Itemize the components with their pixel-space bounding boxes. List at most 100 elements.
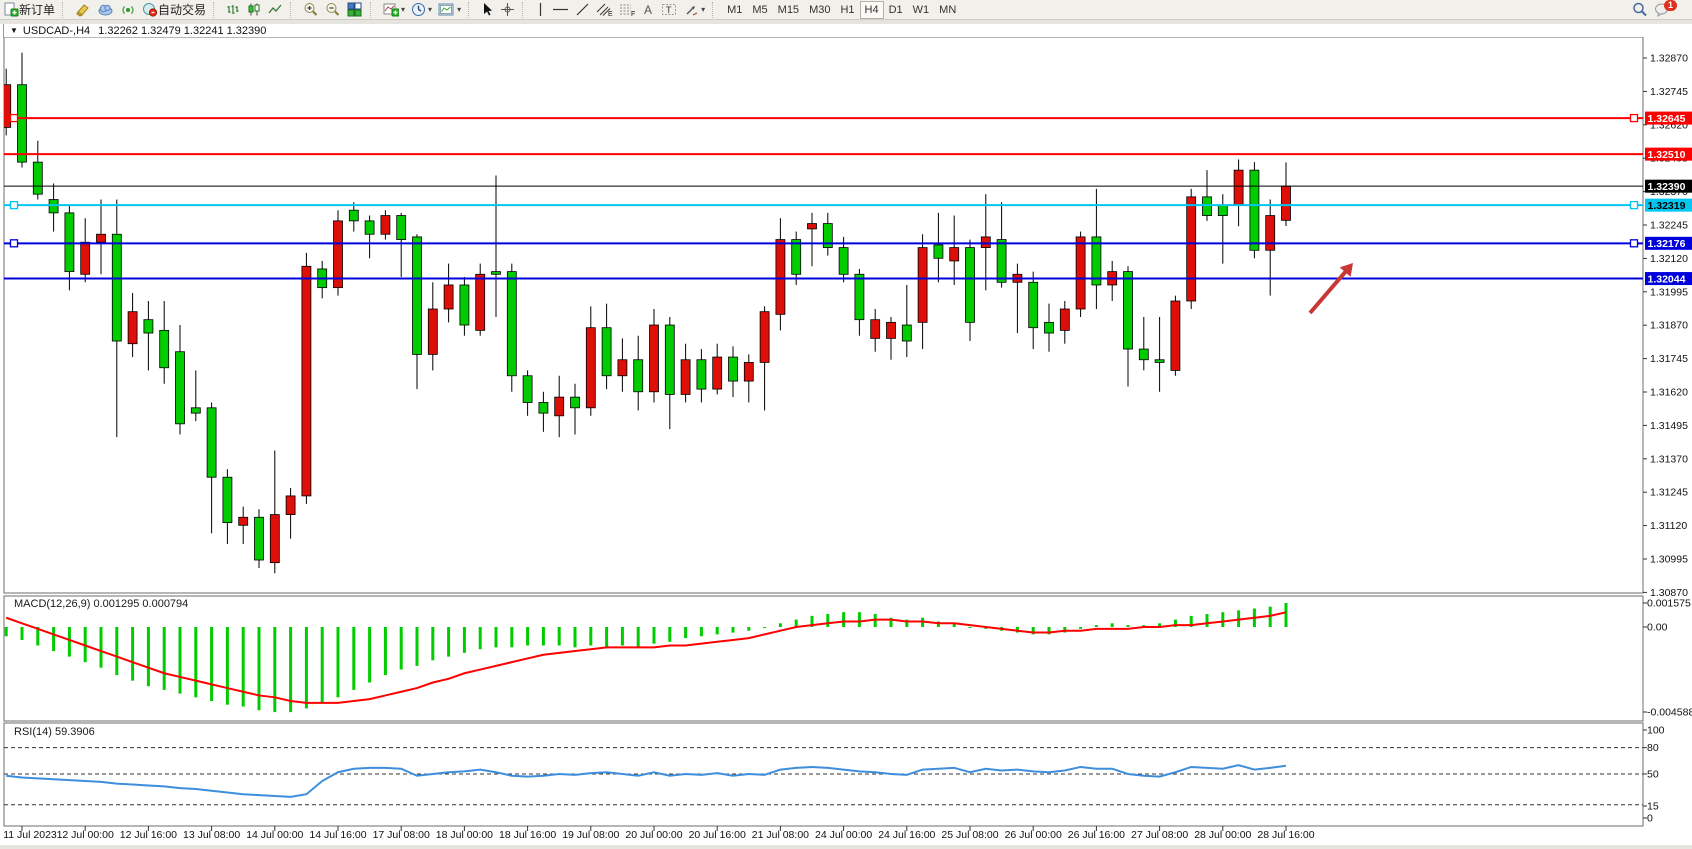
date-label[interactable]: 20 Jul 00:00: [625, 829, 682, 841]
text-label-button[interactable]: T: [658, 1, 681, 19]
tf-button-M1[interactable]: M1: [727, 3, 743, 16]
candle-body: [238, 516, 249, 526]
upload-button[interactable]: [94, 1, 117, 19]
macd-histogram-bar: [289, 627, 293, 713]
hline-handle[interactable]: [9, 113, 19, 123]
macd-histogram-bar: [794, 619, 798, 627]
template-button[interactable]: ▾: [435, 1, 464, 19]
signal-button[interactable]: [117, 1, 139, 19]
tf-button-W1[interactable]: W1: [912, 3, 930, 16]
date-label[interactable]: 14 Jul 00:00: [246, 829, 303, 841]
date-label[interactable]: 26 Jul 00:00: [1005, 829, 1062, 841]
price-axis: 1.328701.327451.326201.324951.323701.322…: [1643, 53, 1692, 825]
horizontal-line-objects[interactable]: [4, 113, 1643, 280]
rsi-label: RSI(14) 59.3906: [14, 726, 95, 738]
macd-signal-line: [5, 611, 1287, 704]
text-button[interactable]: A: [639, 1, 658, 19]
crosshair-button[interactable]: [497, 1, 518, 19]
zoom-out-button[interactable]: [322, 1, 344, 19]
date-label[interactable]: 21 Jul 08:00: [752, 829, 809, 841]
candle-body: [1217, 204, 1228, 216]
tf-button-M30[interactable]: M30: [809, 3, 831, 16]
date-label[interactable]: 18 Jul 16:00: [499, 829, 556, 841]
vertical-line-button[interactable]: [532, 1, 549, 19]
date-label[interactable]: 11 Jul 2023: [3, 829, 57, 841]
macd-histogram-bar: [526, 627, 530, 646]
macd-histogram-bar: [668, 627, 672, 642]
chat-button[interactable]: 1: [1651, 0, 1686, 19]
rsi-axis-label: 100: [1647, 725, 1665, 737]
candle-chart-button[interactable]: [244, 1, 265, 19]
date-label[interactable]: 18 Jul 00:00: [436, 829, 493, 841]
autotrade-button[interactable]: 自动交易: [139, 1, 209, 19]
zoom-in-button[interactable]: [300, 1, 322, 19]
horizontal-line-button[interactable]: [549, 1, 572, 19]
search-button[interactable]: [1629, 1, 1651, 19]
chart-title-bar[interactable]: ▼ USDCAD-,H4 1.32262 1.32479 1.32241 1.3…: [3, 24, 1690, 37]
price-tag-1.32645: [1645, 111, 1692, 125]
price-tag-text: 1.32510: [1648, 149, 1686, 161]
rsi-axis-label: 80: [1647, 742, 1659, 754]
arrow-shaft[interactable]: [1308, 267, 1350, 315]
indicators-button[interactable]: ▾: [380, 1, 408, 19]
arrows-button[interactable]: ▾: [681, 1, 708, 19]
tf-button-H1[interactable]: H1: [840, 3, 855, 16]
hline-handle[interactable]: [1629, 113, 1639, 123]
date-label[interactable]: 13 Jul 08:00: [183, 829, 240, 841]
date-label[interactable]: 26 Jul 16:00: [1068, 829, 1125, 841]
macd-histogram-bar: [763, 627, 767, 628]
candle-body: [949, 247, 960, 262]
fibonacci-button[interactable]: F: [616, 1, 639, 19]
eraser-icon: [75, 2, 91, 17]
arrow-annotation[interactable]: [1308, 263, 1353, 315]
macd-axis-label: -0.004588: [1647, 707, 1692, 719]
candle-body: [175, 351, 185, 425]
date-label[interactable]: 14 Jul 16:00: [309, 829, 366, 841]
macd-histogram-bar: [1173, 619, 1177, 627]
date-label[interactable]: 20 Jul 16:00: [689, 829, 746, 841]
trendline-button[interactable]: [572, 1, 593, 19]
candle-body: [254, 516, 264, 561]
cursor-button[interactable]: [478, 1, 497, 19]
hline-handle[interactable]: [1629, 200, 1639, 210]
toolbar-separator: [468, 1, 476, 18]
date-label[interactable]: 12 Jul 16:00: [120, 829, 177, 841]
tf-button-M5[interactable]: M5: [752, 3, 768, 16]
date-label[interactable]: 12 Jul 00:00: [57, 829, 114, 841]
chart-menu-triangle-icon[interactable]: ▼: [10, 26, 18, 35]
trendline-icon: [575, 2, 590, 17]
tf-button-MN[interactable]: MN: [939, 3, 957, 16]
date-label[interactable]: 28 Jul 00:00: [1194, 829, 1251, 841]
macd-histogram-bar: [431, 627, 435, 661]
date-label[interactable]: 25 Jul 08:00: [941, 829, 998, 841]
macd-histogram-bar: [462, 627, 466, 653]
new-order-button[interactable]: 新订单: [0, 1, 58, 19]
date-label[interactable]: 24 Jul 00:00: [815, 829, 872, 841]
svg-text:A: A: [644, 3, 652, 17]
tile-windows-button[interactable]: [344, 1, 366, 19]
line-chart-button[interactable]: [265, 1, 286, 19]
date-label[interactable]: 19 Jul 08:00: [562, 829, 619, 841]
macd-histogram-bar: [1047, 627, 1051, 635]
tf-button-M15[interactable]: M15: [777, 3, 800, 16]
price-axis-label: 1.31245: [1650, 487, 1688, 499]
bar-chart-button[interactable]: [223, 1, 244, 19]
modify-button[interactable]: [72, 1, 94, 19]
hline-handle[interactable]: [1629, 239, 1639, 248]
toolbar-separator: [62, 1, 70, 18]
price-axis-label: 1.32870: [1650, 53, 1688, 65]
date-label[interactable]: 27 Jul 08:00: [1131, 829, 1188, 841]
tf-button-D1[interactable]: D1: [888, 3, 903, 16]
arrow-head[interactable]: [1339, 263, 1353, 277]
hline-handle[interactable]: [9, 239, 19, 248]
date-label[interactable]: 28 Jul 16:00: [1257, 829, 1314, 841]
tf-button-H4[interactable]: H4: [859, 0, 884, 19]
macd-histogram-bar: [241, 627, 245, 707]
channel-button[interactable]: E: [593, 1, 616, 19]
hline-handle[interactable]: [9, 200, 19, 210]
candle-body: [696, 359, 707, 390]
date-label[interactable]: 24 Jul 16:00: [878, 829, 935, 841]
period-button[interactable]: ▾: [408, 1, 435, 19]
date-label[interactable]: 17 Jul 08:00: [373, 829, 430, 841]
